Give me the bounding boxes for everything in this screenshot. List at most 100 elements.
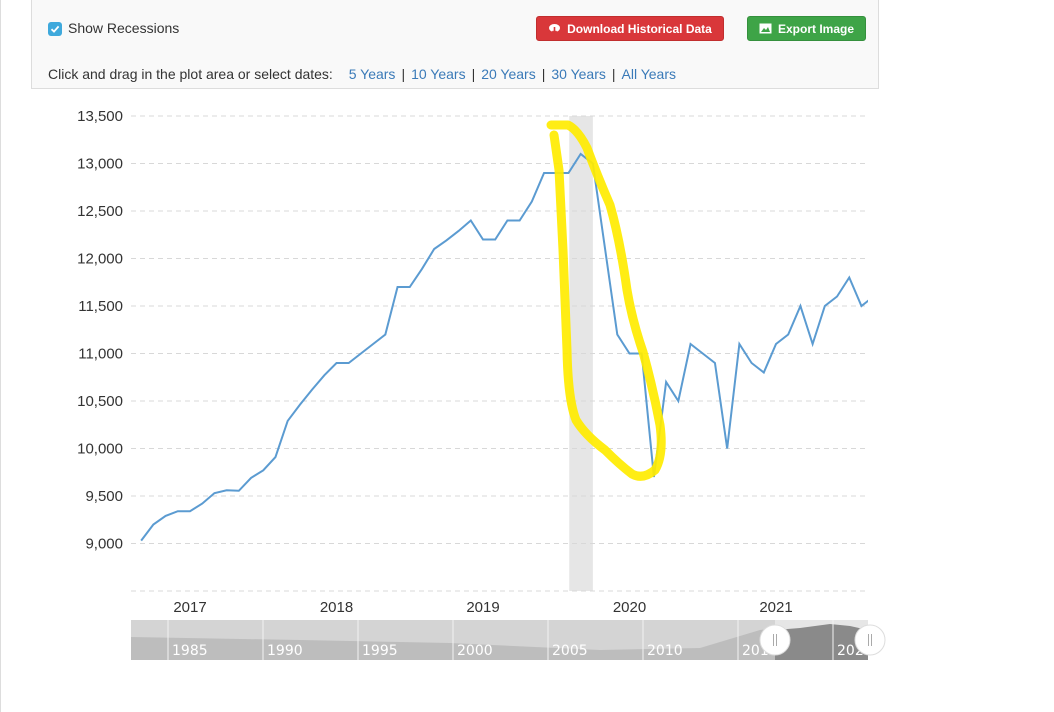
data-point[interactable] xyxy=(700,351,706,357)
data-point[interactable] xyxy=(163,513,169,519)
y-tick-label: 10,500 xyxy=(77,393,123,410)
y-tick-label: 13,000 xyxy=(77,156,123,173)
data-point[interactable] xyxy=(504,218,510,224)
y-tick-label: 11,500 xyxy=(78,298,123,315)
data-point[interactable] xyxy=(211,490,217,496)
data-point[interactable] xyxy=(724,446,730,452)
data-point[interactable] xyxy=(834,294,840,300)
data-point[interactable] xyxy=(810,341,816,347)
data-point[interactable] xyxy=(565,170,571,176)
export-label: Export Image xyxy=(777,21,855,36)
data-point[interactable] xyxy=(517,218,523,224)
navigator-label: 1985 xyxy=(172,643,208,659)
data-point[interactable] xyxy=(285,418,291,424)
separator: | xyxy=(471,66,476,82)
data-point[interactable] xyxy=(138,538,144,544)
data-point[interactable] xyxy=(773,341,779,347)
data-point[interactable] xyxy=(736,341,742,347)
data-point[interactable] xyxy=(272,454,278,460)
navigator-label: 2000 xyxy=(457,643,493,659)
data-point[interactable] xyxy=(443,237,449,243)
chart-controls-panel: Show Recessions Download Historical Data… xyxy=(31,0,879,89)
show-recessions-label[interactable]: Show Recessions xyxy=(68,20,180,36)
data-point[interactable] xyxy=(187,508,193,514)
data-point[interactable] xyxy=(846,275,852,281)
data-point[interactable] xyxy=(602,246,608,252)
data-point[interactable] xyxy=(297,402,303,408)
data-point[interactable] xyxy=(541,170,547,176)
data-point[interactable] xyxy=(419,266,425,272)
image-icon xyxy=(759,23,772,34)
data-point[interactable] xyxy=(395,284,401,290)
separator: | xyxy=(611,66,616,82)
data-point[interactable] xyxy=(358,351,364,357)
data-series-line xyxy=(140,152,868,542)
y-tick-label: 11,000 xyxy=(78,346,123,363)
y-tick-label: 13,500 xyxy=(77,108,123,125)
data-point[interactable] xyxy=(858,303,864,309)
data-point[interactable] xyxy=(370,341,376,347)
range-10-years[interactable]: 10 Years xyxy=(411,66,466,82)
data-point[interactable] xyxy=(382,332,388,338)
x-tick-label: 2021 xyxy=(759,599,792,616)
separator: | xyxy=(541,66,546,82)
data-point[interactable] xyxy=(260,467,266,473)
data-point[interactable] xyxy=(150,522,156,528)
y-tick-label: 12,500 xyxy=(77,203,123,220)
data-point[interactable] xyxy=(224,487,230,493)
data-point[interactable] xyxy=(761,370,767,376)
range-20-years[interactable]: 20 Years xyxy=(481,66,536,82)
annotation-highlight xyxy=(546,120,666,481)
data-point[interactable] xyxy=(346,360,352,366)
data-point[interactable] xyxy=(309,387,315,393)
data-point[interactable] xyxy=(468,218,474,224)
data-point[interactable] xyxy=(321,372,327,378)
data-point[interactable] xyxy=(627,351,633,357)
data-point[interactable] xyxy=(492,237,498,243)
x-tick-label: 2018 xyxy=(320,599,353,616)
data-point[interactable] xyxy=(529,199,535,205)
separator: | xyxy=(401,66,406,82)
range-30-years[interactable]: 30 Years xyxy=(551,66,606,82)
data-point[interactable] xyxy=(785,332,791,338)
navigator-selected-series xyxy=(775,624,868,660)
data-point[interactable] xyxy=(456,228,462,234)
data-point[interactable] xyxy=(407,284,413,290)
range-all-years[interactable]: All Years xyxy=(621,66,676,82)
data-point[interactable] xyxy=(688,341,694,347)
data-point[interactable] xyxy=(712,360,718,366)
y-tick-label: 9,500 xyxy=(85,488,123,505)
navigator-left-handle[interactable] xyxy=(759,624,791,656)
navigator-right-handle[interactable] xyxy=(854,624,886,656)
data-point[interactable] xyxy=(675,398,681,404)
download-historical-data-button[interactable]: Download Historical Data xyxy=(536,16,724,41)
data-point[interactable] xyxy=(334,360,340,366)
y-tick-label: 10,000 xyxy=(77,441,123,458)
data-point[interactable] xyxy=(236,488,242,494)
data-point[interactable] xyxy=(614,332,620,338)
data-point[interactable] xyxy=(749,360,755,366)
data-point[interactable] xyxy=(822,303,828,309)
data-point[interactable] xyxy=(175,508,181,514)
range-prompt: Click and drag in the plot area or selec… xyxy=(48,66,333,82)
data-point[interactable] xyxy=(797,303,803,309)
range-5-years[interactable]: 5 Years xyxy=(348,66,396,82)
y-tick-label: 9,000 xyxy=(85,536,123,553)
show-recessions-checkbox[interactable] xyxy=(48,22,62,36)
data-point[interactable] xyxy=(431,246,437,252)
export-image-button[interactable]: Export Image xyxy=(747,16,866,41)
data-point[interactable] xyxy=(578,151,584,157)
data-point[interactable] xyxy=(480,237,486,243)
data-point[interactable] xyxy=(663,379,669,385)
data-point[interactable] xyxy=(199,501,205,507)
handle-circle[interactable] xyxy=(854,624,886,656)
handle-circle[interactable] xyxy=(759,624,791,656)
y-tick-label: 12,000 xyxy=(77,251,123,268)
navigator-label: 2005 xyxy=(552,643,588,659)
check-icon xyxy=(50,25,60,33)
navigator-label: 1995 xyxy=(362,643,398,659)
data-point[interactable] xyxy=(248,475,254,481)
x-tick-label: 2020 xyxy=(613,599,646,616)
navigator-label: 1990 xyxy=(267,643,303,659)
